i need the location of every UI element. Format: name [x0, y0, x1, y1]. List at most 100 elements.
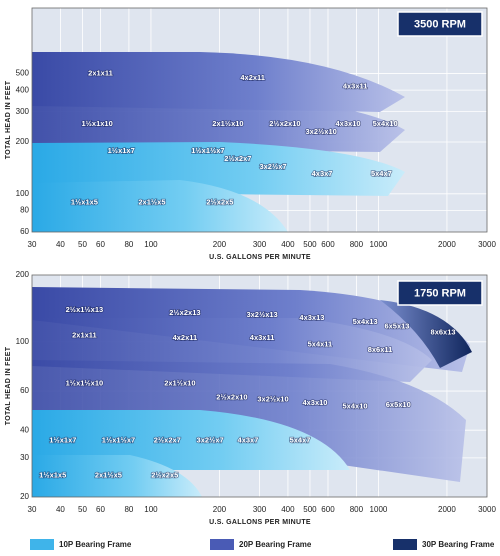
pump-label: 8x6x11: [368, 345, 393, 354]
pump-label: 3x2½x7: [259, 162, 286, 171]
x-tick-label: 3000: [478, 505, 496, 514]
pump-label: 4x3x10: [336, 119, 361, 128]
x-tick-label: 100: [144, 240, 158, 249]
pump-label: 1½x1x7: [108, 146, 135, 155]
y-tick-label: 400: [16, 85, 30, 94]
x-tick-label: 3000: [478, 240, 496, 249]
x-tick-label: 60: [96, 505, 105, 514]
y-tick-label: 200: [16, 137, 30, 146]
pump-label: 4x3x7: [238, 435, 259, 444]
pump-label: 4x3x11: [343, 81, 368, 90]
pump-label: 3x2½x13: [246, 310, 277, 319]
region-5: [32, 455, 202, 497]
y-axis-title: TOTAL HEAD IN FEET: [5, 346, 12, 425]
pump-label: 2x1½x10: [212, 119, 243, 128]
x-tick-label: 300: [253, 505, 267, 514]
y-tick-label: 60: [20, 386, 29, 395]
pump-label: 2½x2x5: [206, 198, 233, 207]
pump-label: 2½x2x5: [151, 470, 178, 479]
plot-frame: [31, 274, 488, 498]
pump-label: 1½x1½x7: [102, 435, 135, 444]
plot-1750: 1750 RPM 30 40 50 60 80 100 200 300 400 500 600 800…: [5, 270, 497, 526]
pump-label: 2½x2x7: [154, 435, 181, 444]
pump-label: 2x1½x10: [164, 378, 195, 387]
x-tick-label: 100: [144, 505, 158, 514]
pump-label: 5x4x11: [308, 340, 333, 349]
pump-label: 1½x1x7: [49, 435, 76, 444]
x-tick-label: 40: [56, 505, 65, 514]
pump-label: 1½x1x5: [71, 198, 98, 207]
rpm-title: 3500 RPM: [414, 18, 466, 30]
region-11: [32, 52, 405, 112]
pump-label: 2x1½x5: [95, 470, 122, 479]
pump-label: 4x2x11: [173, 333, 198, 342]
legend-swatch: [30, 539, 54, 550]
x-tick-label: 800: [350, 505, 364, 514]
pump-label: 3x2½x10: [306, 127, 337, 136]
x-tick-label: 80: [124, 240, 133, 249]
pump-label: 2x1½x5: [138, 198, 165, 207]
rpm-title: 1750 RPM: [414, 287, 466, 299]
y-tick-label: 30: [20, 453, 29, 462]
x-axis-title: U.S. GALLONS PER MINUTE: [209, 519, 311, 526]
y-tick-label: 80: [20, 206, 29, 215]
x-tick-label: 1000: [370, 505, 388, 514]
x-tick-label: 60: [96, 240, 105, 249]
y-tick-label: 60: [20, 227, 29, 236]
pump-label: 4x3x13: [299, 313, 324, 322]
plot-3500: 3500 RPM 30 40 50 60 80 100 200 300 400 500 600 800…: [5, 7, 496, 261]
pump-label: 4x3x11: [250, 333, 275, 342]
y-axis-title: TOTAL HEAD IN FEET: [5, 80, 12, 159]
x-axis-title: U.S. GALLONS PER MINUTE: [209, 254, 311, 261]
x-tick-label: 2000: [438, 505, 456, 514]
x-tick-label: 300: [253, 240, 267, 249]
region-30p: [380, 300, 472, 368]
plot-frame: [31, 7, 488, 233]
x-tick-label: 400: [281, 240, 295, 249]
legend-swatch: [393, 539, 417, 550]
legend: 10P Bearing Frame 20P Bearing Frame 30P Be…: [30, 539, 495, 550]
y-tick-label: 100: [16, 337, 30, 346]
pump-label: 4x3x10: [302, 398, 327, 407]
x-tick-label: 200: [213, 240, 227, 249]
legend-label: 30P Bearing Frame: [422, 540, 495, 549]
y-tick-label: 500: [16, 69, 30, 78]
pump-label: 2½x2x10: [216, 393, 247, 402]
legend-label: 10P Bearing Frame: [59, 540, 132, 549]
x-tick-label: 800: [350, 240, 364, 249]
pump-label: 3x2½x10: [257, 394, 288, 403]
y-tick-label: 200: [16, 270, 30, 279]
pump-label: 5x4x13: [353, 317, 378, 326]
pump-label: 2½x2x10: [269, 119, 300, 128]
pump-label: 1½x1x5: [39, 470, 66, 479]
x-tick-label: 30: [28, 240, 37, 249]
pump-label: 2½x2x7: [224, 154, 251, 163]
x-tick-label: 500: [303, 505, 317, 514]
legend-label: 20P Bearing Frame: [239, 540, 312, 549]
pump-label: 2x1x11: [88, 68, 113, 77]
x-tick-label: 40: [56, 240, 65, 249]
pump-label: 5x4x10: [373, 119, 398, 128]
x-tick-label: 50: [78, 505, 87, 514]
legend-swatch: [210, 539, 234, 550]
x-tick-label: 400: [281, 505, 295, 514]
x-tick-label: 200: [213, 505, 227, 514]
pump-label: 1½x1x10: [81, 119, 112, 128]
pump-label: 4x2x11: [240, 73, 265, 82]
pump-label: 5x4x10: [343, 402, 368, 411]
x-tick-label: 600: [321, 240, 335, 249]
region-10: [32, 100, 405, 152]
region-5: [32, 180, 288, 232]
pump-label: 5x4x7: [371, 169, 392, 178]
x-tick-label: 80: [124, 505, 133, 514]
x-tick-label: 1000: [370, 240, 388, 249]
pump-label: 6x5x10: [386, 400, 411, 409]
pump-label: 2½x2x13: [169, 308, 200, 317]
pump-label: 8x6x13: [431, 328, 456, 337]
x-tick-label: 500: [303, 240, 317, 249]
x-tick-label: 2000: [438, 240, 456, 249]
pump-label: 6x5x13: [384, 322, 409, 331]
pump-label: 2½x1½x13: [66, 305, 104, 314]
pump-label: 1½x1½x10: [66, 378, 104, 387]
y-tick-label: 300: [16, 107, 30, 116]
